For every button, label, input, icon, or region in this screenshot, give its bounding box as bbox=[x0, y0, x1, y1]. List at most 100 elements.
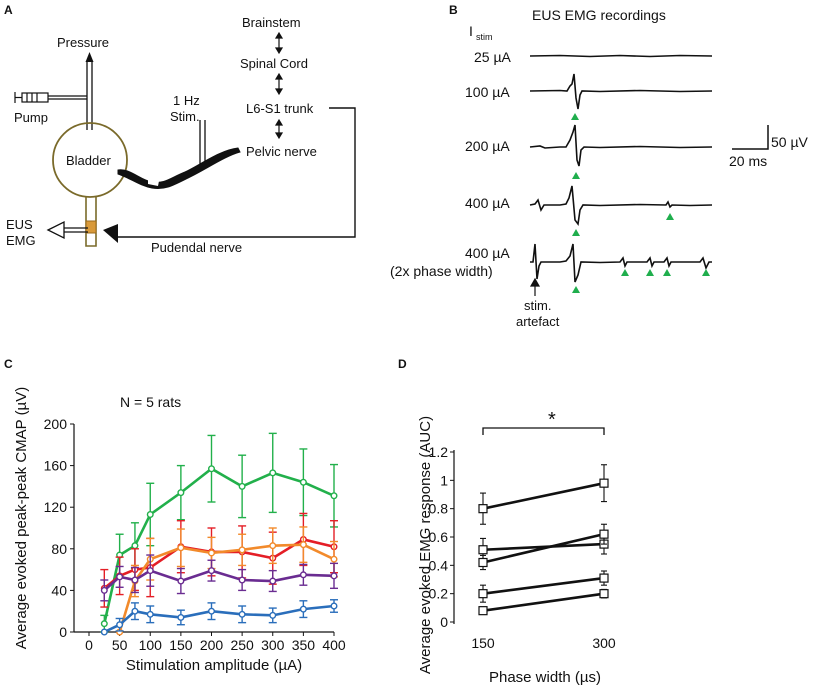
panel-c: C N = 5 rats 0 40 80 120 160 200 0 50 100 150 200 2… bbox=[4, 357, 346, 674]
data-point bbox=[131, 542, 139, 550]
x-tick-label: 250 bbox=[230, 637, 254, 653]
data-point bbox=[299, 571, 307, 579]
marker-triangle-icon bbox=[572, 229, 580, 236]
trace-label-400-2x: 400 µA bbox=[465, 245, 510, 261]
trace-label-400: 400 µA bbox=[465, 195, 510, 211]
data-point bbox=[478, 606, 488, 616]
data-point bbox=[100, 628, 108, 636]
trace-25ua bbox=[529, 54, 713, 58]
y-tick-label: 0.2 bbox=[429, 586, 449, 602]
panel-d: D * 0 0.2 0.4 0.6 0.8 1 1.2 150 300 Phase width (… bbox=[398, 357, 616, 686]
data-point bbox=[299, 478, 307, 486]
data-point bbox=[599, 529, 609, 539]
data-point bbox=[299, 605, 307, 613]
panel-b: B EUS EMG recordings I stim 25 µA 100 µA… bbox=[390, 3, 809, 329]
data-point bbox=[131, 607, 139, 615]
y-tick-label: 200 bbox=[44, 416, 68, 432]
data-point bbox=[146, 567, 154, 575]
y-tick-label: 0.6 bbox=[429, 529, 449, 545]
istim-subscript: stim bbox=[476, 32, 493, 42]
data-point bbox=[330, 492, 338, 500]
data-point bbox=[238, 576, 246, 584]
series-line bbox=[103, 467, 335, 624]
data-point bbox=[478, 557, 488, 568]
artefact-label-1: stim. bbox=[524, 298, 551, 313]
x-tick-label: 300 bbox=[592, 635, 616, 651]
data-point bbox=[177, 613, 185, 621]
data-point bbox=[599, 589, 609, 599]
y-tick-label: 0 bbox=[440, 614, 448, 630]
n-rats-label: N = 5 rats bbox=[120, 394, 181, 410]
y-tick-label: 0.4 bbox=[429, 557, 449, 573]
bladder-label: Bladder bbox=[66, 153, 111, 168]
x-tick-label: 300 bbox=[261, 637, 285, 653]
series-rat-purple bbox=[100, 554, 338, 602]
data-point bbox=[330, 555, 338, 563]
x-axis-label: Phase width (µs) bbox=[489, 669, 601, 686]
series-line bbox=[482, 592, 605, 612]
series-rat3 bbox=[478, 523, 609, 571]
marker-triangle-icon bbox=[572, 172, 580, 179]
series-line bbox=[103, 569, 335, 592]
data-point bbox=[269, 469, 277, 477]
series-rat4 bbox=[478, 570, 609, 603]
y-tick-label: 0.8 bbox=[429, 501, 449, 517]
y-tick-label: 80 bbox=[51, 541, 67, 557]
data-point bbox=[599, 573, 609, 583]
series-rat1 bbox=[478, 464, 609, 525]
emg-label: EMG bbox=[6, 233, 36, 248]
eus-label: EUS bbox=[6, 217, 33, 232]
y-axis-label: Average evoked EMG response (AUC) bbox=[417, 416, 434, 674]
significance-bracket bbox=[482, 427, 605, 435]
data-point bbox=[177, 577, 185, 585]
brainstem-label: Brainstem bbox=[242, 15, 301, 30]
data-point bbox=[177, 544, 185, 552]
data-point bbox=[478, 504, 488, 514]
chart-c: 0 40 80 120 160 200 0 50 100 150 200 250 300 350 400 St… bbox=[13, 387, 346, 674]
data-point bbox=[207, 549, 215, 557]
significance-star: * bbox=[548, 409, 556, 431]
data-point bbox=[131, 576, 139, 584]
series-rat5 bbox=[478, 588, 609, 616]
y-tick-label: 40 bbox=[51, 582, 67, 598]
pelvic-nerve-highlight bbox=[148, 176, 160, 186]
data-point bbox=[599, 478, 609, 488]
x-tick-label: 200 bbox=[200, 637, 224, 653]
data-point bbox=[100, 620, 108, 628]
panel-d-label: D bbox=[398, 357, 407, 371]
series-line bbox=[103, 604, 335, 634]
data-point bbox=[146, 610, 154, 618]
data-point bbox=[269, 611, 277, 619]
spinal-cord-label: Spinal Cord bbox=[240, 56, 308, 71]
emg-amplifier-icon bbox=[46, 220, 88, 240]
data-point bbox=[207, 607, 215, 615]
data-point bbox=[116, 573, 124, 581]
data-point bbox=[238, 482, 246, 490]
panel-b-title: EUS EMG recordings bbox=[532, 7, 666, 23]
x-tick-label: 0 bbox=[85, 637, 93, 653]
chart-d: 0 0.2 0.4 0.6 0.8 1 1.2 150 300 Phase width (µs) A… bbox=[417, 416, 616, 686]
data-point bbox=[177, 489, 185, 497]
marker-triangle-icon bbox=[621, 269, 629, 276]
eus-sphincter bbox=[85, 220, 97, 234]
trunk-label: L6-S1 trunk bbox=[246, 101, 314, 116]
series-rat-blue bbox=[100, 599, 338, 636]
series-line bbox=[482, 576, 605, 595]
y-tick-label: 1 bbox=[440, 472, 448, 488]
marker-triangle-icon bbox=[663, 269, 671, 276]
emg-traces bbox=[529, 54, 713, 283]
pressure-arrow-icon bbox=[85, 52, 94, 62]
data-point bbox=[238, 610, 246, 618]
istim-label: I bbox=[469, 23, 473, 39]
x-tick-label: 150 bbox=[471, 635, 495, 651]
y-tick-label: 1.2 bbox=[429, 444, 449, 460]
scale-bar bbox=[732, 125, 769, 150]
artefact-arrow-icon bbox=[529, 277, 541, 296]
trace-label-25: 25 µA bbox=[474, 49, 512, 65]
data-point bbox=[100, 586, 108, 594]
data-point bbox=[207, 567, 215, 575]
series-line bbox=[482, 542, 605, 552]
panel-a-label: A bbox=[4, 3, 13, 17]
marker-triangle-icon bbox=[702, 269, 710, 276]
panel-b-label: B bbox=[449, 3, 458, 17]
